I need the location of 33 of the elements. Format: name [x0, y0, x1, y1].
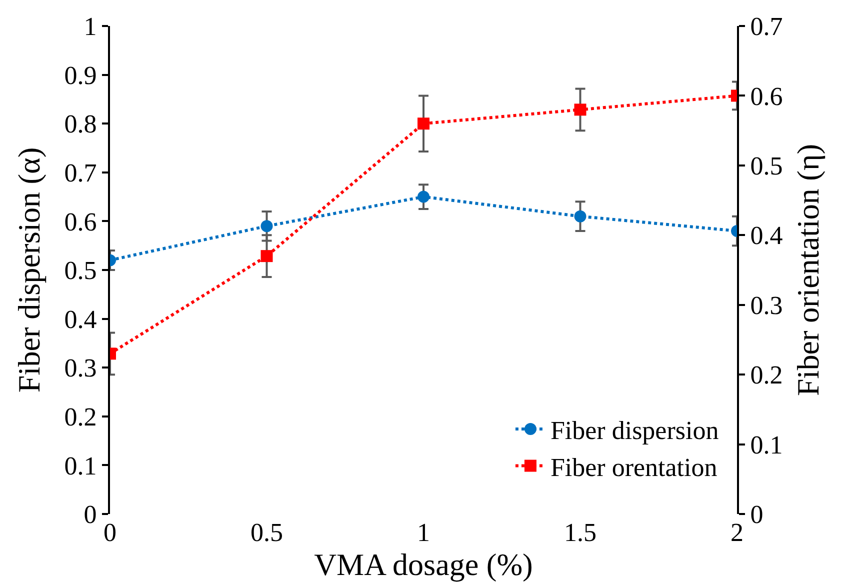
y-tick-label: 0.1: [64, 451, 97, 480]
y2-tick-label: 0.1: [750, 430, 783, 460]
point: [418, 190, 430, 203]
y-tick-label: 0.5: [64, 256, 97, 286]
legend-label: Fiber orentation: [550, 452, 718, 482]
x-tick-label: 2: [730, 518, 744, 547]
y2-tick-label: 0.4: [750, 221, 783, 250]
y-tick-label: 0.4: [64, 304, 97, 334]
point: [574, 104, 586, 116]
y2-axis-title: Fiber orientation (η): [790, 144, 826, 396]
y2-tick-label: 0.2: [750, 360, 783, 390]
y-tick-label: 0.3: [64, 354, 97, 383]
x-tick-label: 1: [417, 518, 430, 547]
x-axis-title: VMA dosage (%): [314, 547, 533, 582]
y-tick-label: 0.8: [64, 110, 97, 139]
y2-tick-label: 0.3: [750, 290, 783, 320]
point: [260, 250, 273, 262]
x-tick-label: 1.5: [564, 518, 596, 547]
y-axis-title: Fiber dispersion (α): [11, 147, 46, 393]
y2-tick-label: 0.7: [750, 12, 783, 42]
y2-tick-label: 0.5: [750, 152, 783, 181]
point: [418, 118, 430, 130]
legend-label: Fiber dispersion: [550, 416, 719, 446]
y-tick-label: 0.2: [64, 402, 97, 432]
x-tick-label: 0: [104, 518, 116, 547]
y-tick-label: 0.6: [64, 207, 97, 236]
y-tick-label: 0.9: [64, 60, 97, 90]
point: [574, 210, 586, 222]
x-tick-label: 0.5: [250, 518, 283, 547]
y-tick-label: 0.7: [64, 158, 97, 188]
point: [260, 220, 273, 232]
y-tick-label: 1: [84, 12, 97, 42]
y2-tick-label: 0.6: [750, 82, 783, 111]
